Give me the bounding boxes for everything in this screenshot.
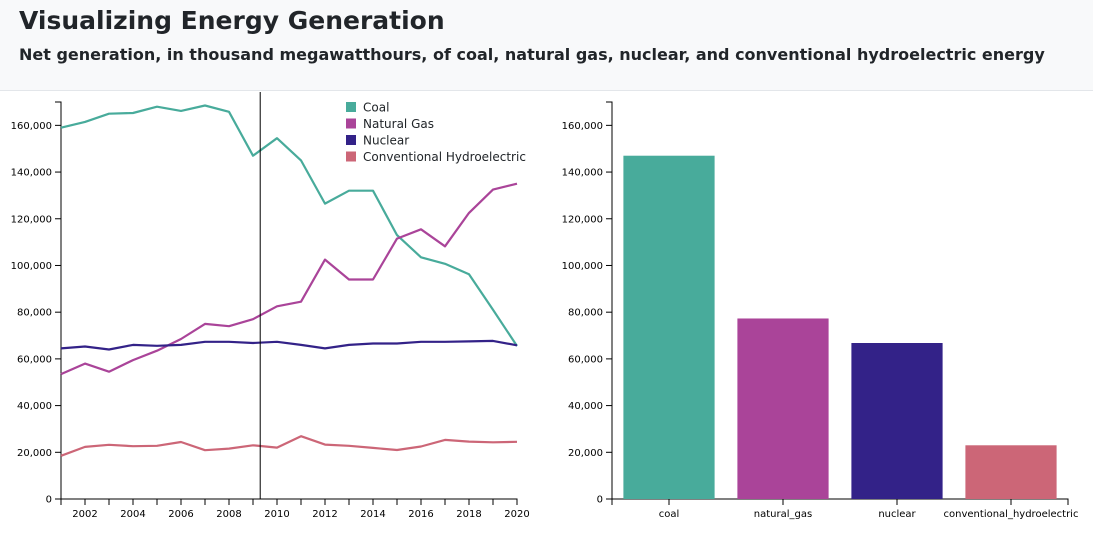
x-tick-label: 2006 <box>168 509 193 520</box>
y-tick-label: 20,000 <box>17 448 52 459</box>
bar-conventional_hydroelectric[interactable] <box>965 445 1057 499</box>
y-tick: 100,000 <box>562 261 612 272</box>
page-header: Visualizing Energy Generation Net genera… <box>0 0 1093 91</box>
line-series-group <box>60 104 518 457</box>
bar-chart-x-axis: coal natural_gas nuclear conventional_hydro… <box>611 498 1079 520</box>
series-line-conventional_hydroelectric[interactable] <box>60 435 518 457</box>
y-tick: 160,000 <box>11 121 61 132</box>
x-tick: 2010 <box>264 509 289 520</box>
series-line-nuclear[interactable] <box>60 339 518 351</box>
y-tick: 60,000 <box>17 354 61 365</box>
y-tick-label: 120,000 <box>11 214 52 225</box>
x-tick-label: 2008 <box>216 509 241 520</box>
legend-item-conventional_hydroelectric[interactable]: Conventional Hydroelectric <box>346 150 526 164</box>
y-axis-domain <box>606 101 613 500</box>
y-tick: 40,000 <box>568 401 612 412</box>
y-tick-label: 0 <box>46 495 52 506</box>
x-axis-domain <box>60 498 518 505</box>
y-tick: 60,000 <box>568 354 612 365</box>
bar-nuclear[interactable] <box>851 343 943 499</box>
y-tick: 140,000 <box>11 168 61 179</box>
y-tick: 0 <box>597 495 612 506</box>
y-tick-label: 140,000 <box>562 168 603 179</box>
x-tick: natural_gas <box>754 499 812 520</box>
x-tick: conventional_hydroelectric <box>944 499 1079 520</box>
legend-swatch <box>346 118 356 129</box>
page-title: Visualizing Energy Generation <box>19 6 445 35</box>
x-tick-label: 2016 <box>408 509 433 520</box>
bar-natural_gas[interactable] <box>737 318 829 499</box>
y-tick-label: 80,000 <box>17 308 52 319</box>
y-tick-label: 0 <box>597 495 603 506</box>
y-tick: 160,000 <box>562 121 612 132</box>
y-tick: 0 <box>46 495 61 506</box>
y-axis-domain <box>55 101 62 500</box>
legend-item-nuclear[interactable]: Nuclear <box>346 134 409 148</box>
legend-item-natural_gas[interactable]: Natural Gas <box>346 117 434 131</box>
y-tick-label: 40,000 <box>17 401 52 412</box>
legend-swatch <box>346 102 356 112</box>
y-tick-label: 60,000 <box>568 354 603 365</box>
legend-swatch <box>346 135 356 145</box>
legend-label: Nuclear <box>363 134 409 148</box>
line-chart-legend: Coal Natural Gas Nuclear Conventional Hydro… <box>346 101 526 164</box>
x-tick: 2014 <box>360 509 385 520</box>
x-tick: 2020 <box>504 509 529 520</box>
y-tick-label: 60,000 <box>17 354 52 365</box>
legend-label: Conventional Hydroelectric <box>363 150 526 164</box>
y-tick-label: 160,000 <box>11 121 52 132</box>
legend-label: Coal <box>363 101 389 115</box>
x-tick: 2016 <box>408 509 433 520</box>
y-tick: 120,000 <box>11 214 61 225</box>
x-tick: 2002 <box>72 509 97 520</box>
y-tick-label: 120,000 <box>562 214 603 225</box>
x-axis-domain <box>611 498 1069 505</box>
series-line-natural_gas[interactable] <box>60 182 518 376</box>
x-tick-label: conventional_hydroelectric <box>944 509 1079 520</box>
y-tick: 140,000 <box>562 168 612 179</box>
x-tick: 2006 <box>168 509 193 520</box>
y-tick: 100,000 <box>11 261 61 272</box>
legend-swatch <box>346 151 356 162</box>
bar-coal[interactable] <box>623 155 715 499</box>
y-tick-label: 80,000 <box>568 308 603 319</box>
y-tick-label: 160,000 <box>562 121 603 132</box>
x-tick: nuclear <box>878 499 917 520</box>
y-tick-label: 20,000 <box>568 448 603 459</box>
line-chart-x-axis: 2002 2004 2006 2008 2010 2012 2014 2016 2018 2020 <box>60 498 530 520</box>
x-tick-label: nuclear <box>878 509 916 520</box>
bar-chart-y-axis: 0 20,000 40,000 60,000 80,000 100,000 120,000 1… <box>562 101 613 506</box>
x-tick-label: 2014 <box>360 509 385 520</box>
x-tick-label: 2004 <box>120 509 145 520</box>
x-tick-label: 2018 <box>456 509 481 520</box>
page-subtitle: Net generation, in thousand megawatthour… <box>19 45 1045 64</box>
x-tick-label: 2012 <box>312 509 337 520</box>
y-tick-label: 40,000 <box>568 401 603 412</box>
y-tick: 80,000 <box>17 308 61 319</box>
y-tick: 80,000 <box>568 308 612 319</box>
y-tick: 40,000 <box>17 401 61 412</box>
x-tick-label: 2010 <box>264 509 289 520</box>
y-tick-label: 100,000 <box>11 261 52 272</box>
series-line-coal[interactable] <box>60 104 518 347</box>
y-tick: 20,000 <box>17 448 61 459</box>
x-tick: 2018 <box>456 509 481 520</box>
y-tick-label: 140,000 <box>11 168 52 179</box>
x-tick: 2008 <box>216 509 241 520</box>
line-chart[interactable]: 0 20,000 40,000 60,000 80,000 100,000 120,000 1… <box>0 0 540 544</box>
legend-item-coal[interactable]: Coal <box>346 101 389 115</box>
x-tick-label: 2020 <box>504 509 529 520</box>
y-tick: 120,000 <box>562 214 612 225</box>
x-tick: 2004 <box>120 509 145 520</box>
x-tick: 2012 <box>312 509 337 520</box>
x-tick: coal <box>659 499 680 520</box>
line-chart-y-axis: 0 20,000 40,000 60,000 80,000 100,000 120,000 1… <box>11 101 62 506</box>
y-tick: 20,000 <box>568 448 612 459</box>
y-tick-label: 100,000 <box>562 261 603 272</box>
x-tick-label: natural_gas <box>754 509 812 520</box>
bar-group <box>623 155 1057 499</box>
x-tick-label: 2002 <box>72 509 97 520</box>
legend-label: Natural Gas <box>363 117 434 131</box>
x-tick-label: coal <box>659 509 680 520</box>
